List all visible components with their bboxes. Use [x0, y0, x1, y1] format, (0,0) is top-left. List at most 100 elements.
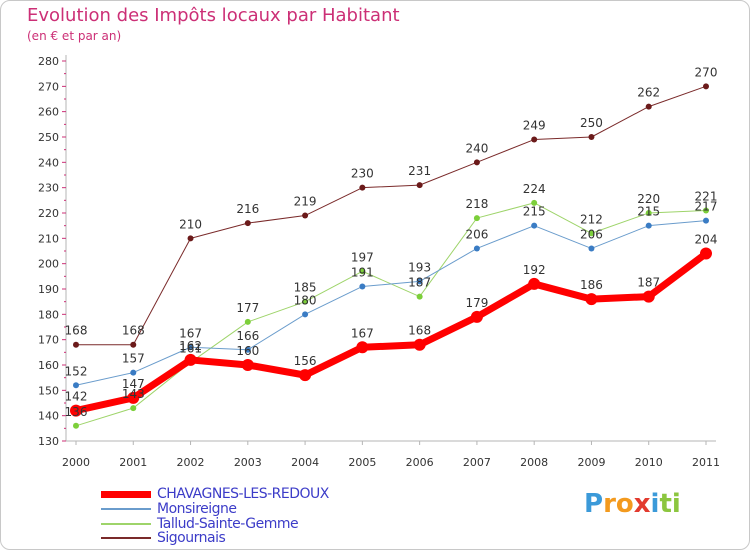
- data-label: 224: [523, 182, 546, 196]
- data-label: 177: [236, 301, 259, 315]
- series-line: [72, 250, 710, 415]
- data-point: [700, 247, 712, 260]
- y-tick-label: 140: [38, 410, 59, 423]
- chart-title: Evolution des Impôts locaux par Habitant: [27, 5, 400, 26]
- data-label: 142: [65, 390, 88, 404]
- data-point: [588, 230, 595, 237]
- data-point: [588, 245, 595, 252]
- data-point: [244, 346, 251, 353]
- data-label: 215: [523, 205, 546, 219]
- x-tick-label: 2006: [406, 456, 434, 469]
- y-tick-label: 240: [38, 156, 59, 169]
- data-label: 160: [236, 344, 259, 358]
- data-point: [528, 277, 541, 290]
- data-label: 230: [351, 167, 374, 181]
- data-point: [413, 338, 426, 351]
- y-tick-label: 160: [38, 359, 59, 372]
- data-label: 215: [637, 205, 660, 219]
- y-tick-label: 260: [38, 106, 59, 119]
- data-point: [359, 283, 366, 290]
- data-point: [73, 341, 79, 348]
- data-label: 219: [294, 195, 317, 209]
- data-label: 187: [637, 276, 660, 290]
- legend-item: CHAVAGNES-LES-REDOUX: [101, 486, 329, 502]
- data-label: 197: [351, 250, 374, 264]
- series-line: [75, 85, 707, 346]
- logo-letter: o: [615, 489, 634, 519]
- data-label: 206: [580, 227, 603, 241]
- data-label: 143: [122, 387, 145, 401]
- data-label: 166: [236, 329, 259, 343]
- data-point: [187, 235, 194, 242]
- logo-letter: t: [659, 489, 672, 519]
- legend-item: Tallud-Sainte-Gemme: [101, 516, 299, 532]
- proxiti-logo: Proxiti: [584, 489, 681, 519]
- data-point: [244, 220, 251, 227]
- data-point: [73, 382, 79, 389]
- data-label: 161: [179, 341, 202, 355]
- y-tick-label: 150: [38, 384, 59, 397]
- data-label: 262: [637, 86, 660, 100]
- data-label: 186: [580, 278, 603, 292]
- y-tick-label: 230: [38, 182, 59, 195]
- data-point: [73, 422, 79, 429]
- x-tick-label: 2001: [119, 456, 147, 469]
- x-tick-label: 2009: [577, 456, 605, 469]
- x-tick-label: 2005: [348, 456, 376, 469]
- y-tick-label: 250: [38, 131, 59, 144]
- x-tick-label: 2003: [234, 456, 262, 469]
- logo-letter: x: [633, 489, 651, 519]
- data-point: [531, 136, 538, 143]
- data-label: 180: [294, 293, 317, 307]
- data-point: [645, 103, 652, 110]
- legend-label: Tallud-Sainte-Gemme: [157, 516, 299, 532]
- y-tick-label: 270: [38, 80, 59, 93]
- y-tick-label: 220: [38, 207, 59, 220]
- logo-letter: i: [671, 489, 681, 519]
- data-label: 210: [179, 217, 202, 231]
- legend-swatch: [101, 508, 151, 510]
- data-label: 217: [695, 200, 718, 214]
- data-label: 192: [523, 263, 546, 277]
- y-tick-label: 170: [38, 334, 59, 347]
- series-line: [75, 202, 707, 427]
- data-point: [299, 369, 312, 382]
- data-label: 162: [179, 339, 202, 353]
- data-point: [302, 311, 309, 318]
- x-tick-label: 2002: [177, 456, 205, 469]
- data-point: [130, 369, 137, 376]
- y-tick-label: 280: [38, 55, 59, 68]
- data-label: 156: [294, 354, 317, 368]
- data-label: 231: [408, 164, 431, 178]
- x-tick-label: 2000: [62, 456, 90, 469]
- data-label: 179: [465, 296, 488, 310]
- data-point: [531, 222, 538, 229]
- logo-letter: r: [603, 489, 616, 519]
- data-label: 168: [65, 324, 88, 338]
- data-point: [302, 212, 309, 219]
- data-label: 212: [580, 212, 603, 226]
- data-point: [588, 134, 595, 140]
- data-point: [187, 344, 194, 351]
- logo-letter: i: [650, 489, 660, 519]
- data-label: 187: [408, 276, 431, 290]
- data-point: [130, 341, 137, 348]
- data-point: [585, 293, 598, 306]
- data-label: 193: [408, 260, 431, 274]
- legend-swatch: [101, 537, 151, 539]
- logo-letter: P: [584, 489, 604, 519]
- legend-label: Monsireigne: [157, 501, 237, 517]
- x-tick-label: 2004: [291, 456, 319, 469]
- chart-subtitle: (en € et par an): [27, 29, 122, 43]
- data-point: [645, 210, 652, 216]
- y-tick-label: 190: [38, 283, 59, 296]
- data-point: [703, 207, 709, 214]
- data-label: 147: [122, 377, 145, 391]
- series-line: [75, 220, 707, 386]
- data-label: 220: [637, 192, 660, 206]
- data-point: [302, 298, 309, 305]
- data-point: [473, 215, 480, 222]
- y-tick-label: 200: [38, 258, 59, 271]
- y-tick-label: 210: [38, 232, 59, 245]
